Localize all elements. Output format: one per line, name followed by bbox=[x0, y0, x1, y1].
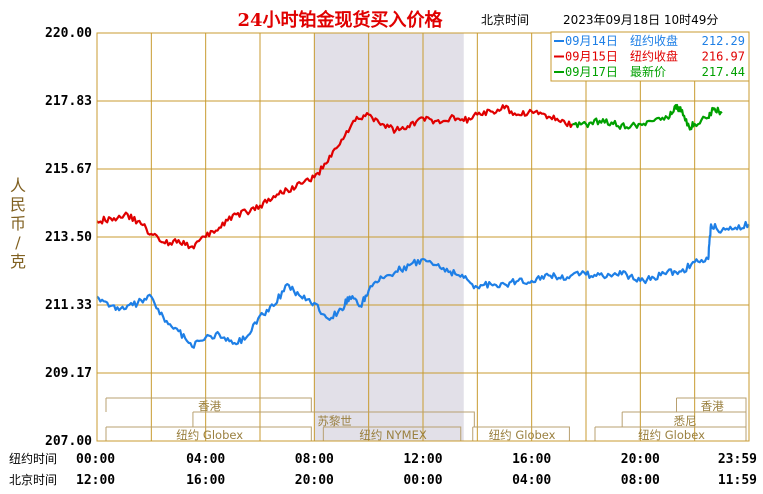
x-tick-bj: 04:00 bbox=[512, 473, 551, 488]
session-bracket bbox=[106, 397, 312, 412]
x-ticks: 00:00 12:00 04:00 16:00 08:00 20:00 12:00 00:00… bbox=[76, 452, 757, 488]
session-label: 纽约 Globex bbox=[638, 428, 705, 442]
x-tick-bj: 08:00 bbox=[621, 473, 660, 488]
y-tick-label: 215.67 bbox=[45, 162, 92, 177]
session-label: 纽约 NYMEX bbox=[359, 428, 426, 442]
x-tick-bj: 11:59 bbox=[718, 473, 757, 488]
legend-box bbox=[550, 31, 750, 82]
y-tick-label: 211.33 bbox=[45, 298, 92, 313]
grid bbox=[96, 32, 750, 442]
x-tick-ny: 12:00 bbox=[403, 452, 442, 467]
chart-title: 24小时铂金现货买入价格 bbox=[237, 9, 443, 31]
session-label: 悉尼 bbox=[674, 414, 697, 428]
y-tick-label: 209.17 bbox=[45, 366, 92, 381]
session-label: 苏黎世 bbox=[317, 414, 352, 428]
session-bracket bbox=[595, 426, 747, 441]
x-tick-ny: 16:00 bbox=[512, 452, 551, 467]
price-lines bbox=[96, 103, 750, 349]
session-bracket bbox=[192, 411, 475, 427]
y-tick-label: 220.00 bbox=[45, 26, 92, 41]
legend-entry: 09月14日 纽约收盘 212.29 bbox=[565, 33, 745, 48]
x-tick-ny: 23:59 bbox=[718, 452, 757, 467]
session-bracket bbox=[323, 426, 462, 441]
x-tick-ny: 00:00 bbox=[76, 452, 115, 467]
plot-frame bbox=[96, 32, 750, 442]
session-bracket bbox=[676, 397, 747, 412]
session-bracket bbox=[622, 411, 747, 427]
y-axis-label: 人民币/克 bbox=[10, 176, 26, 271]
x-tick-ny: 04:00 bbox=[186, 452, 225, 467]
x-tick-ny: 08:00 bbox=[295, 452, 334, 467]
x-tick-ny: 20:00 bbox=[621, 452, 660, 467]
y-tick-label: 213.50 bbox=[45, 230, 92, 245]
session-label: 纽约 Globex bbox=[176, 428, 243, 442]
x-tick-bj: 16:00 bbox=[186, 473, 225, 488]
timestamp-label: 2023年09月18日 10时49分 bbox=[563, 13, 718, 27]
session-label: 纽约 Globex bbox=[489, 428, 556, 442]
series-line bbox=[96, 220, 750, 349]
x-tick-bj: 00:00 bbox=[403, 473, 442, 488]
series-line bbox=[572, 103, 723, 131]
y-tick-label: 207.00 bbox=[45, 434, 92, 449]
series-line bbox=[96, 104, 574, 250]
ny-time-label: 纽约时间 bbox=[9, 451, 57, 466]
legend-entry: 09月17日 最新价 217.44 bbox=[565, 64, 745, 79]
legend-entry: 09月15日 纽约收盘 216.97 bbox=[565, 49, 745, 64]
y-ticks: 220.00 217.83 215.67 213.50 211.33 209.17 207.… bbox=[45, 26, 92, 449]
session-bracket bbox=[106, 426, 312, 441]
x-tick-bj: 12:00 bbox=[76, 473, 115, 488]
x-tick-bj: 20:00 bbox=[295, 473, 334, 488]
session-label: 香港 bbox=[701, 399, 724, 413]
session-bracket bbox=[472, 426, 570, 441]
session-label: 香港 bbox=[198, 399, 221, 413]
y-tick-label: 217.83 bbox=[45, 94, 92, 109]
bj-time-label: 北京时间 bbox=[9, 473, 57, 487]
timezone-label: 北京时间 bbox=[481, 13, 529, 27]
